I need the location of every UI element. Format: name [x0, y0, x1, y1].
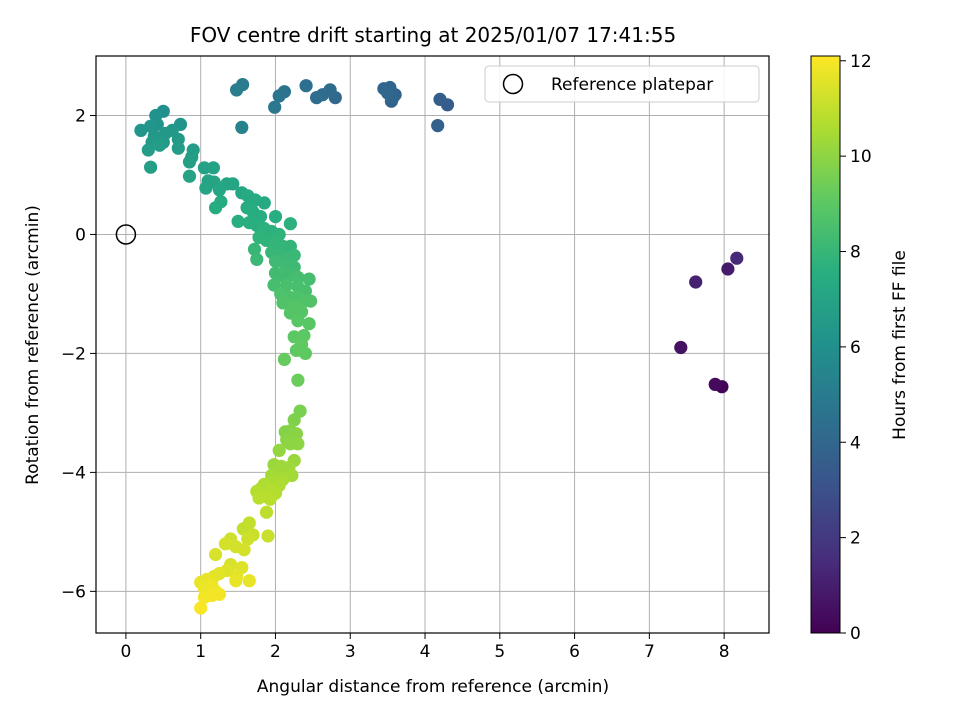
chart-title: FOV centre drift starting at 2025/01/07 …	[190, 23, 676, 47]
data-point	[689, 275, 703, 289]
data-point	[252, 491, 266, 505]
data-point	[235, 120, 249, 134]
data-point	[209, 547, 223, 562]
data-point	[212, 183, 226, 197]
data-point	[237, 543, 251, 557]
y-tick-label: −4	[61, 463, 86, 483]
data-point	[268, 210, 283, 224]
data-point	[229, 574, 243, 588]
colorbar-tick-label: 6	[850, 338, 861, 358]
data-point	[291, 314, 305, 328]
data-point	[226, 177, 240, 191]
data-point	[302, 272, 316, 286]
data-point	[268, 100, 282, 114]
data-point	[291, 270, 305, 284]
data-point	[431, 119, 445, 133]
x-axis-label: Angular distance from reference (arcmin)	[257, 677, 609, 697]
data-point	[433, 92, 447, 106]
data-point	[263, 492, 277, 506]
data-point	[261, 529, 275, 543]
data-point	[182, 169, 197, 183]
colorbar	[810, 55, 841, 634]
colorbar-tick-label: 4	[850, 433, 861, 453]
colorbar-tick-label: 2	[850, 529, 861, 549]
data-point	[298, 346, 312, 360]
grid-lines	[96, 56, 769, 633]
legend-open-circle-marker	[502, 73, 524, 95]
data-point	[209, 201, 223, 215]
data-point	[276, 296, 290, 310]
data-point	[153, 138, 167, 152]
legend-box	[484, 65, 760, 103]
colorbar-tick-label: 12	[850, 52, 872, 72]
x-tick-label: 5	[494, 642, 505, 662]
legend: Reference platepar	[484, 65, 760, 103]
data-point	[381, 86, 395, 100]
y-tick-label: 0	[75, 225, 86, 245]
data-point	[241, 532, 255, 546]
data-point	[272, 89, 286, 103]
x-tick-label: 2	[270, 642, 281, 662]
data-point	[277, 352, 291, 366]
colorbar-tick-label: 0	[850, 624, 861, 644]
legend-label: Reference platepar	[551, 75, 713, 95]
data-point	[721, 262, 735, 276]
data-point	[141, 143, 155, 157]
data-point	[304, 294, 318, 308]
data-point	[283, 217, 297, 231]
data-point	[287, 413, 301, 427]
data-point	[182, 155, 197, 169]
data-point	[730, 251, 744, 265]
data-point	[257, 196, 271, 210]
data-point	[291, 437, 305, 451]
data-point	[291, 373, 305, 387]
reference-marker-layer	[115, 224, 137, 245]
data-point	[199, 181, 213, 195]
data-point	[230, 83, 244, 97]
data-point	[242, 574, 256, 588]
colorbar-ticks: 0 2 4 6 8 10 12	[840, 52, 872, 644]
data-point	[194, 601, 208, 615]
data-point	[674, 340, 688, 355]
colorbar-tick-label: 10	[850, 147, 872, 167]
data-point	[218, 537, 232, 551]
data-point	[231, 214, 245, 228]
data-point	[171, 141, 185, 155]
y-axis-label: Rotation from reference (arcmin)	[23, 205, 43, 485]
data-point	[272, 443, 286, 457]
colorbar-tick-label: 8	[850, 243, 861, 263]
y-axis-ticks: −6 −4 −2 0 2	[61, 106, 96, 602]
data-point	[259, 505, 274, 519]
data-point	[708, 377, 722, 391]
y-tick-label: −2	[61, 344, 86, 364]
data-point	[236, 522, 250, 536]
scatter-points	[134, 78, 744, 615]
data-point	[299, 79, 313, 93]
reference-platepar-marker	[115, 224, 137, 245]
y-tick-label: 2	[75, 106, 86, 126]
plot-frame	[95, 55, 770, 634]
data-point	[302, 317, 316, 331]
x-tick-label: 6	[569, 642, 580, 662]
data-point	[247, 242, 262, 256]
x-tick-label: 7	[644, 642, 655, 662]
data-point	[134, 123, 148, 137]
x-tick-label: 0	[120, 642, 131, 662]
x-tick-label: 8	[719, 642, 730, 662]
data-point	[310, 91, 324, 105]
data-point	[206, 161, 220, 175]
x-tick-label: 4	[420, 642, 431, 662]
x-axis-ticks: 0 1 2 3 4 5 6 7 8	[120, 633, 730, 662]
y-tick-label: −6	[61, 582, 86, 602]
data-point	[289, 427, 303, 441]
data-point	[287, 248, 301, 262]
data-point	[250, 252, 264, 266]
x-tick-label: 3	[345, 642, 356, 662]
x-tick-label: 1	[195, 642, 206, 662]
data-point	[197, 590, 211, 604]
colorbar-label: Hours from first FF file	[890, 250, 910, 440]
data-point	[144, 160, 158, 174]
